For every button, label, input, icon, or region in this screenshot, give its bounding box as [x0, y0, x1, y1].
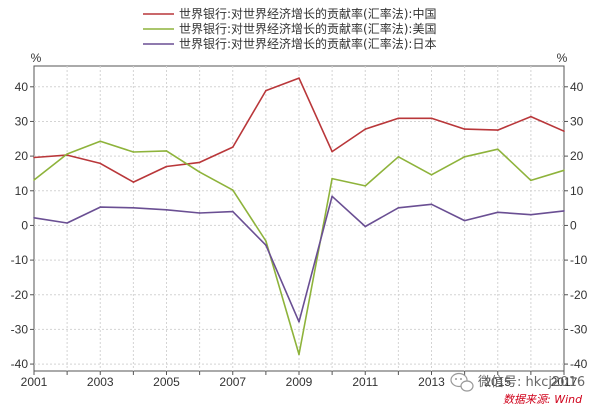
y-tick-label-right: 10 — [570, 184, 584, 198]
y-tick-label-left: -40 — [11, 357, 29, 371]
data-point — [530, 115, 532, 118]
axis-ticks: -40 -40 -30 -30 -20 -20 -10 -10 0 0 10 10 20 20 30 30 40… — [11, 80, 588, 389]
data-point — [231, 146, 234, 148]
data-point — [132, 181, 135, 183]
data-point — [132, 151, 135, 153]
x-tick-label: 2015 — [484, 375, 511, 389]
x-tick-label: 2005 — [153, 375, 180, 389]
data-point — [298, 77, 300, 79]
data-point — [265, 244, 267, 246]
watermark: 微信号: hkcj2016 — [450, 372, 585, 392]
data-point — [231, 210, 234, 213]
x-tick-label: 2003 — [87, 375, 114, 389]
data-point — [364, 128, 367, 130]
y-tick-label-right: 0 — [570, 218, 577, 232]
y-tick-label-right: 40 — [570, 80, 584, 94]
x-tick-label: 2009 — [286, 375, 313, 389]
y-tick-label-right: -10 — [570, 253, 588, 267]
data-point — [198, 161, 201, 164]
data-point — [165, 150, 168, 152]
data-point — [99, 162, 102, 165]
y-tick-label-left: -20 — [11, 288, 29, 302]
data-point — [364, 225, 367, 228]
data-point — [463, 219, 466, 222]
y-tick-label-right: 30 — [570, 114, 584, 128]
data-point — [331, 150, 333, 153]
y-tick-label-left: 40 — [15, 80, 29, 94]
right-axis-unit: % — [557, 51, 568, 65]
data-point — [33, 179, 35, 181]
legend-label-0: 世界银行:对世界经济增长的贡献率(汇率法):中国 — [179, 6, 436, 21]
data-point — [463, 156, 466, 158]
data-point — [165, 209, 168, 211]
y-tick-label-right: -30 — [570, 322, 588, 336]
data-point — [397, 117, 400, 120]
data-point — [430, 203, 433, 206]
data-point — [530, 213, 532, 216]
x-tick-label: 2001 — [21, 375, 48, 389]
y-tick-label-left: 30 — [15, 114, 29, 128]
source-note: 数据来源: Wind — [503, 393, 583, 406]
x-tick-label: 2013 — [418, 375, 445, 389]
legend-label-1: 世界银行:对世界经济增长的贡献率(汇率法):美国 — [179, 21, 436, 36]
data-point — [33, 217, 35, 219]
data-point — [165, 165, 168, 168]
data-point — [298, 353, 300, 356]
x-tick-label: 2011 — [352, 375, 378, 389]
data-point — [132, 206, 135, 209]
y-tick-label-right: -20 — [570, 288, 588, 302]
data-point — [397, 156, 400, 158]
data-point — [99, 140, 102, 143]
watermark-text: 微信号: hkcj2016 — [478, 375, 585, 390]
data-point — [66, 153, 68, 155]
data-point — [530, 179, 532, 182]
data-point — [463, 128, 466, 130]
series-lines — [33, 77, 565, 356]
data-point — [496, 211, 499, 214]
y-tick-label-left: 20 — [15, 149, 29, 163]
y-tick-label-right: -40 — [570, 357, 588, 371]
data-point — [99, 206, 102, 208]
data-point — [265, 89, 267, 92]
data-point — [496, 129, 499, 131]
y-tick-label-left: -10 — [11, 253, 29, 267]
data-point — [563, 130, 565, 132]
legend-label-2: 世界银行:对世界经济增长的贡献率(汇率法):日本 — [179, 36, 436, 51]
y-tick-label-left: 0 — [21, 218, 28, 232]
data-point — [563, 169, 565, 172]
data-point — [265, 240, 267, 242]
data-point — [198, 171, 201, 173]
x-tick-label: 2017 — [551, 375, 578, 389]
data-point — [331, 177, 333, 180]
legend: 世界银行:对世界经济增长的贡献率(汇率法):中国世界银行:对世界经济增长的贡献率… — [143, 6, 436, 51]
data-point — [331, 195, 333, 198]
data-point — [231, 189, 234, 191]
data-point — [33, 156, 35, 159]
y-tick-label-right: 20 — [570, 149, 584, 163]
data-point — [198, 212, 201, 214]
data-point — [430, 174, 433, 176]
data-point — [496, 148, 499, 150]
data-point — [66, 222, 68, 224]
data-point — [364, 185, 367, 187]
data-point — [430, 117, 433, 120]
y-tick-label-left: 10 — [15, 184, 29, 198]
data-point — [397, 206, 400, 209]
data-point — [298, 320, 300, 323]
wechat-icon — [450, 372, 474, 392]
gridlines — [34, 66, 564, 371]
data-point — [563, 210, 565, 212]
y-tick-label-left: -30 — [11, 322, 29, 336]
x-tick-label: 2007 — [219, 375, 246, 389]
left-axis-unit: % — [31, 51, 42, 65]
